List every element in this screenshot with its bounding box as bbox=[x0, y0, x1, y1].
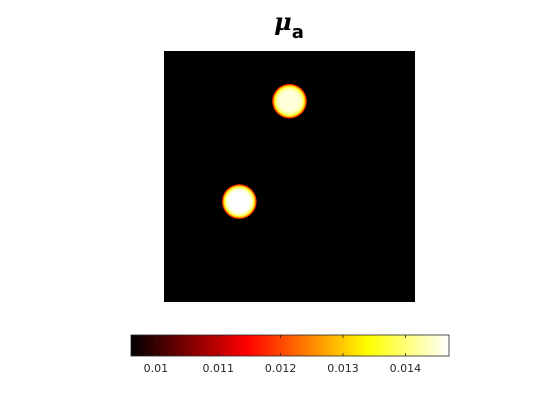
title-subscript: a bbox=[292, 22, 304, 43]
inclusions bbox=[222, 83, 307, 219]
colorbar-tick-label: 0.011 bbox=[203, 362, 235, 375]
colorbar-ticks: 0.01 0.011 0.012 0.013 0.014 bbox=[144, 335, 422, 375]
inclusion-2-ring-5 bbox=[228, 190, 251, 213]
colorbar-tick-label: 0.012 bbox=[265, 362, 297, 375]
chart-title: μa bbox=[274, 7, 304, 43]
colorbar-gradient bbox=[130, 334, 450, 357]
colorbar-tick-label: 0.013 bbox=[327, 362, 359, 375]
colorbar-tick-label: 0.014 bbox=[390, 362, 422, 375]
colorbar: 0.01 0.011 0.012 0.013 0.014 bbox=[130, 334, 450, 375]
plot-area bbox=[164, 51, 415, 302]
colorbar-tick-label: 0.01 bbox=[144, 362, 169, 375]
inclusion-1-ring-5 bbox=[278, 90, 301, 112]
inclusion-1 bbox=[272, 83, 307, 119]
inclusion-2 bbox=[222, 184, 257, 219]
title-symbol: μ bbox=[274, 7, 292, 36]
